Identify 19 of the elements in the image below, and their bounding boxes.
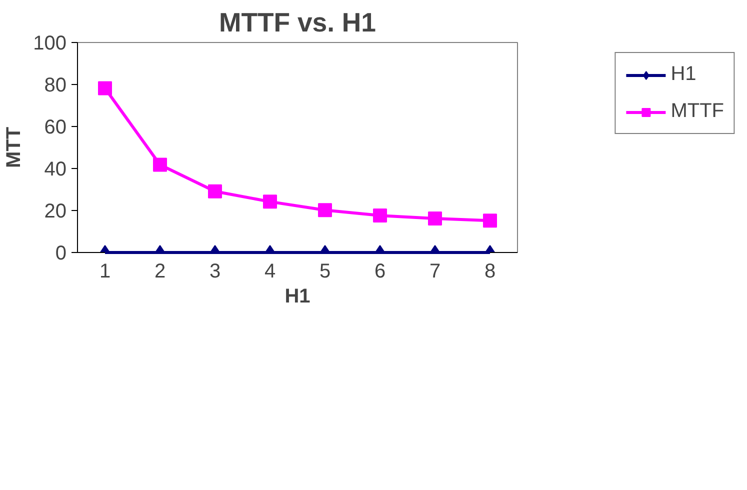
chart-title: MTTF vs. H1 [219, 8, 376, 38]
y-tick-label: 80 [44, 74, 67, 96]
y-tick-label: 100 [33, 32, 67, 54]
y-tick-label: 0 [55, 242, 66, 264]
x-tick-label: 3 [209, 260, 221, 282]
x-tick-label: 7 [429, 260, 441, 282]
y-tick-label: 40 [44, 158, 67, 180]
y-tick-label: 60 [44, 116, 67, 138]
legend-label: MTTF [670, 100, 724, 123]
x-tick-label: 6 [374, 260, 386, 282]
x-tick-label: 4 [264, 260, 276, 282]
legend-label: H1 [670, 63, 696, 86]
y-tick-label: 20 [44, 200, 67, 222]
x-axis-title: H1 [284, 286, 310, 308]
x-tick-label: 1 [99, 260, 111, 282]
y-axis-title: MTT [3, 126, 26, 168]
x-tick-label: 5 [319, 260, 331, 282]
x-tick-label: 2 [154, 260, 166, 282]
x-tick-label: 8 [484, 260, 496, 282]
